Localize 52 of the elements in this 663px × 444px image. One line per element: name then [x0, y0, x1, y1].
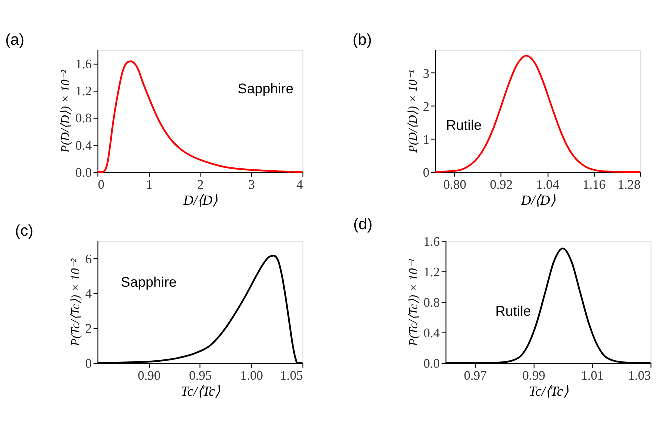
y-tick-label: 2 [85, 321, 92, 336]
chart-title: (b) [352, 32, 372, 49]
y-tick-label: 1.6 [76, 56, 92, 72]
y-axis-title: P(D/⟨D⟩) × 10⁻¹ [406, 70, 420, 154]
annotation: Rutile [446, 117, 482, 134]
x-tick-label: 1.01 [581, 368, 604, 384]
chart-title: (a) [5, 32, 25, 49]
x-tick-label: 0.95 [189, 368, 213, 384]
y-tick-label: 3 [423, 66, 430, 81]
x-tick-label: 0.99 [522, 368, 546, 384]
x-tick-label: 1.28 [618, 177, 642, 192]
y-tick-label: 0.4 [76, 138, 92, 153]
y-tick-label: 0.8 [76, 110, 92, 126]
y-tick-label: 4 [85, 286, 92, 302]
y-tick-label: 1.2 [424, 264, 440, 280]
y-tick-label: 1.2 [76, 84, 92, 99]
annotation: Sapphire [121, 274, 178, 290]
chart-title: (d) [354, 216, 373, 234]
x-axis-title: D/⟨D⟩ [182, 194, 219, 209]
x-tick-label: 1.05 [280, 368, 304, 384]
y-axis-title: P(Tc/⟨Tc⟩) × 10⁻² [68, 258, 82, 348]
annotation: Rutile [496, 303, 532, 320]
y-tick-label: 0.0 [424, 356, 441, 371]
x-tick-label: 1.00 [240, 368, 264, 384]
annotation: Sapphire [238, 80, 294, 96]
x-axis-title: D/⟨D⟩ [520, 194, 556, 209]
x-tick-label: 1 [146, 177, 153, 192]
chart-title: (c) [15, 222, 34, 240]
x-tick-label: 4 [296, 177, 304, 192]
y-axis-title: P(Tc/⟨Tc⟩) × 10⁻¹ [406, 258, 421, 348]
x-tick-label: 0 [98, 177, 106, 192]
y-tick-label: 1.6 [424, 234, 441, 249]
x-tick-label: 0.80 [444, 177, 467, 192]
y-tick-label: 6 [85, 251, 92, 266]
x-tick-label: 1.16 [582, 177, 606, 192]
x-tick-label: 0.90 [138, 368, 162, 384]
y-tick-label: 0 [85, 356, 92, 371]
y-tick-label: 0.0 [76, 164, 92, 180]
x-axis-title: Tc/⟨Tc⟩ [529, 384, 570, 400]
y-tick-label: 0.4 [424, 325, 441, 340]
y-axis-title: P(D/⟨D⟩) × 10⁻² [58, 70, 73, 154]
x-tick-label: 2 [197, 177, 204, 192]
y-tick-label: 1 [423, 132, 430, 147]
x-axis-title: Tc/⟨Tc⟩ [181, 384, 222, 400]
x-tick-label: 3 [248, 177, 256, 192]
x-tick-label: 1.03 [628, 368, 652, 384]
y-tick-label: 0 [423, 164, 430, 180]
x-tick-label: 0.92 [490, 177, 513, 192]
y-tick-label: 2 [423, 98, 430, 114]
x-tick-label: 1.04 [536, 177, 560, 192]
x-tick-label: 0.97 [464, 368, 488, 384]
y-tick-label: 0.8 [424, 294, 441, 310]
